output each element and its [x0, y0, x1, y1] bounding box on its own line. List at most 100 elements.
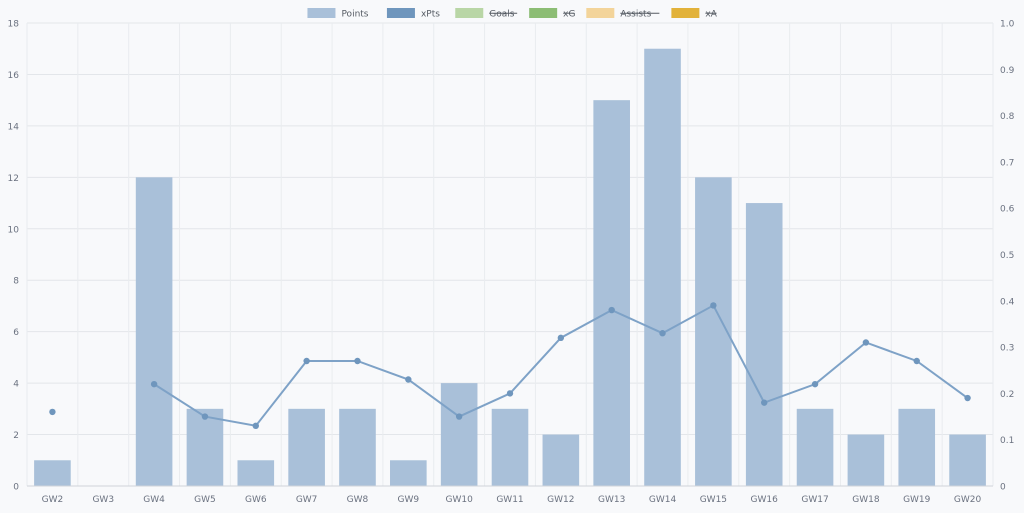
- points-bar[interactable]: [135, 177, 173, 487]
- x-tick-label: GW14: [649, 495, 677, 505]
- x-tick-label: GW16: [751, 495, 779, 505]
- points-bar[interactable]: [949, 434, 986, 486]
- legend-label: Assists: [620, 10, 651, 20]
- x-tick-label: GW6: [245, 495, 267, 505]
- xpts-point[interactable]: [811, 380, 819, 388]
- x-tick-label: GW2: [42, 495, 64, 505]
- legend-item-points[interactable]: Points: [307, 8, 369, 20]
- x-tick-label: GW7: [296, 495, 318, 505]
- y-right-tick-label: 0: [1000, 483, 1006, 493]
- y-left-tick-label: 2: [13, 431, 19, 441]
- y-left-tick-label: 16: [8, 71, 20, 81]
- legend-swatch: [386, 8, 415, 18]
- xpts-point[interactable]: [49, 408, 56, 416]
- legend-label: Goals: [489, 10, 514, 20]
- xpts-point[interactable]: [506, 390, 514, 397]
- y-left-tick-label: 6: [13, 328, 19, 338]
- x-tick-label: GW19: [903, 495, 931, 505]
- xpts-point[interactable]: [608, 306, 615, 314]
- x-tick-label: GW12: [547, 495, 574, 505]
- y-right-tick-label: 0.1: [1000, 436, 1014, 446]
- x-tick-label: GW11: [496, 495, 523, 505]
- x-tick-label: GW13: [598, 495, 625, 505]
- points-bar[interactable]: [644, 48, 681, 486]
- xpts-point[interactable]: [557, 334, 565, 342]
- points-bar[interactable]: [288, 408, 325, 486]
- xpts-point[interactable]: [913, 357, 920, 365]
- y-left-tick-label: 4: [13, 380, 19, 390]
- legend-label: xA: [705, 10, 717, 20]
- legend-swatch: [529, 8, 558, 18]
- points-bar[interactable]: [695, 177, 732, 487]
- xpts-point[interactable]: [201, 413, 209, 420]
- y-left-tick-label: 14: [8, 122, 20, 132]
- legend-item-xg[interactable]: xG: [529, 8, 575, 20]
- points-bar[interactable]: [34, 460, 71, 486]
- xpts-point[interactable]: [252, 422, 259, 430]
- x-tick-label: GW18: [852, 495, 880, 505]
- xpts-line: [49, 302, 971, 430]
- chart-legend: Points xPts Goals xG Assists xA: [307, 8, 718, 20]
- xpts-point[interactable]: [150, 380, 158, 388]
- points-bar[interactable]: [440, 383, 478, 486]
- xpts-point[interactable]: [761, 399, 768, 406]
- xpts-line-segment: [153, 304, 969, 427]
- x-tick-label: GW17: [801, 495, 828, 505]
- y-left-tick-label: 12: [8, 174, 19, 184]
- y-left-tick-label: 8: [13, 277, 19, 287]
- y-right-tick-label: 0.6: [1000, 205, 1015, 215]
- xpts-point[interactable]: [659, 330, 666, 337]
- y-right-tick-label: 0.3: [1000, 344, 1014, 354]
- legend-item-goals[interactable]: Goals: [455, 8, 518, 20]
- points-bar[interactable]: [491, 408, 529, 486]
- legend-item-assists[interactable]: Assists: [586, 8, 660, 20]
- legend-swatch: [307, 8, 336, 18]
- x-tick-label: GW9: [398, 495, 420, 505]
- y-left-tick-label: 0: [13, 483, 19, 493]
- y-right-tick-label: 0.8: [1000, 112, 1015, 122]
- points-bar[interactable]: [237, 460, 275, 486]
- xpts-point[interactable]: [964, 394, 971, 402]
- x-tick-label: GW20: [954, 495, 982, 505]
- chart-axes: 0 2 4 6 8 10 12 14 16 18 0 0.1 0.2 0.3 0.4 0.5 0.6 0.7 0.8…: [8, 20, 1015, 506]
- y-right-tick-label: 1.0: [1000, 20, 1015, 30]
- xpts-point[interactable]: [303, 357, 310, 365]
- x-tick-label: GW4: [143, 495, 165, 505]
- points-bar[interactable]: [593, 100, 630, 487]
- x-tick-label: GW10: [445, 495, 473, 505]
- points-bar[interactable]: [745, 203, 783, 487]
- points-bar[interactable]: [390, 460, 427, 486]
- xpts-point[interactable]: [405, 376, 412, 383]
- legend-label: Points: [341, 10, 368, 20]
- xpts-point[interactable]: [862, 339, 870, 346]
- y-right-tick-label: 0.4: [1000, 297, 1015, 307]
- legend-swatch: [586, 8, 615, 18]
- y-right-tick-label: 0.5: [1000, 251, 1014, 261]
- y-left-tick-label: 18: [8, 20, 20, 30]
- y-right-tick-label: 0.7: [1000, 158, 1014, 168]
- legend-item-xa[interactable]: xA: [671, 8, 718, 20]
- x-tick-label: GW5: [194, 495, 216, 505]
- legend-label: xG: [563, 10, 575, 20]
- points-bar[interactable]: [542, 434, 580, 486]
- points-bar[interactable]: [847, 434, 885, 486]
- legend-item-xpts[interactable]: xPts: [386, 8, 440, 20]
- y-left-tick-label: 10: [8, 225, 20, 235]
- points-bar[interactable]: [898, 408, 936, 486]
- legend-label: xPts: [421, 10, 440, 20]
- x-tick-label: GW8: [347, 495, 369, 505]
- points-bar[interactable]: [186, 408, 224, 486]
- xpts-point[interactable]: [710, 302, 717, 309]
- x-tick-label: GW3: [92, 495, 114, 505]
- x-tick-label: GW15: [700, 495, 727, 505]
- y-right-tick-label: 0.9: [1000, 66, 1015, 76]
- points-bar[interactable]: [796, 408, 834, 486]
- points-bar[interactable]: [339, 408, 376, 486]
- legend-swatch: [455, 8, 484, 18]
- xpts-point[interactable]: [455, 413, 463, 420]
- points-bars: [34, 48, 986, 487]
- xpts-point[interactable]: [354, 357, 361, 365]
- legend-swatch: [671, 8, 700, 18]
